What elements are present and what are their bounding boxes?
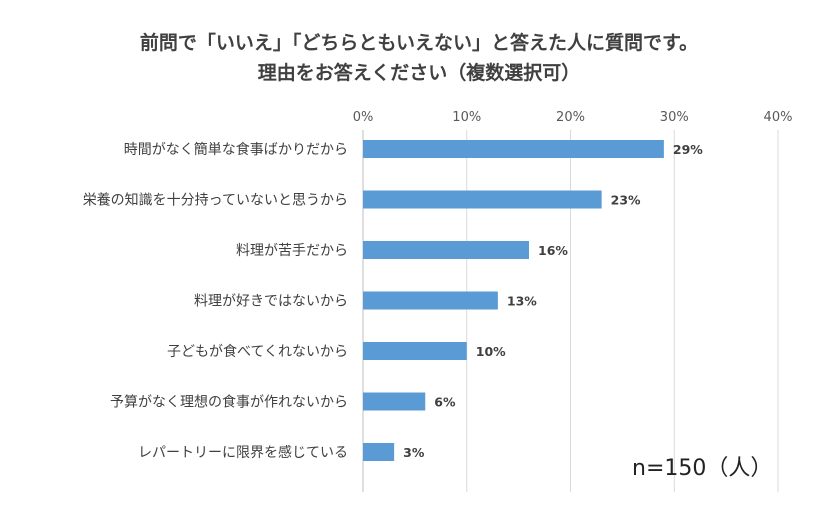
bar [363,140,664,158]
category-label: 料理が好きではないから [194,294,348,310]
x-tick-label: 30% [660,110,689,125]
data-label: 23% [611,193,641,208]
x-tick-label: 10% [452,110,481,125]
category-label: 料理が苦手だから [236,243,348,259]
data-labels: 29% 23% 16% 13% 10% 6% 3% [403,142,703,460]
x-tick-label: 40% [764,110,793,125]
data-label: 29% [673,142,703,157]
category-label: 予算がなく理想の食事が作れないから [110,394,348,411]
data-label: 16% [538,243,568,258]
data-label: 10% [476,344,506,359]
bar [363,190,602,209]
category-label: 時間がなく簡単な食事ばかりだから [124,141,348,158]
bar [363,291,498,310]
bar [363,241,529,259]
chart-title: 前問で「いいえ」「どちらともいえない」と答えた人に質問です。 理由をお答えくださ… [0,28,838,88]
x-tick-label: 20% [556,110,585,125]
gridlines [362,130,779,492]
x-tick-label: 0% [353,110,374,125]
chart-title-line1: 前問で「いいえ」「どちらともいえない」と答えた人に質問です。 [139,32,699,54]
category-labels: 時間がなく簡単な食事ばかりだから栄養の知識を十分持っていないと思うから料理が苦手… [83,141,348,461]
bars [363,140,664,461]
data-label: 13% [507,294,537,309]
category-label: 栄養の知識を十分持っていないと思うから [83,192,348,209]
category-label: レパートリーに限界を感じている [138,444,348,461]
chart-title-line2: 理由をお答えください（複数選択可） [257,62,581,84]
data-label: 3% [403,445,425,460]
bar [363,342,467,360]
sample-size-note: n=150（人） [632,456,773,481]
x-axis-ticks: 0% 10% 20% 30% 40% [353,110,793,125]
bar [363,443,395,461]
category-label: 子どもが食べてくれないから [167,343,348,360]
bar [363,392,426,411]
data-label: 6% [434,395,456,410]
